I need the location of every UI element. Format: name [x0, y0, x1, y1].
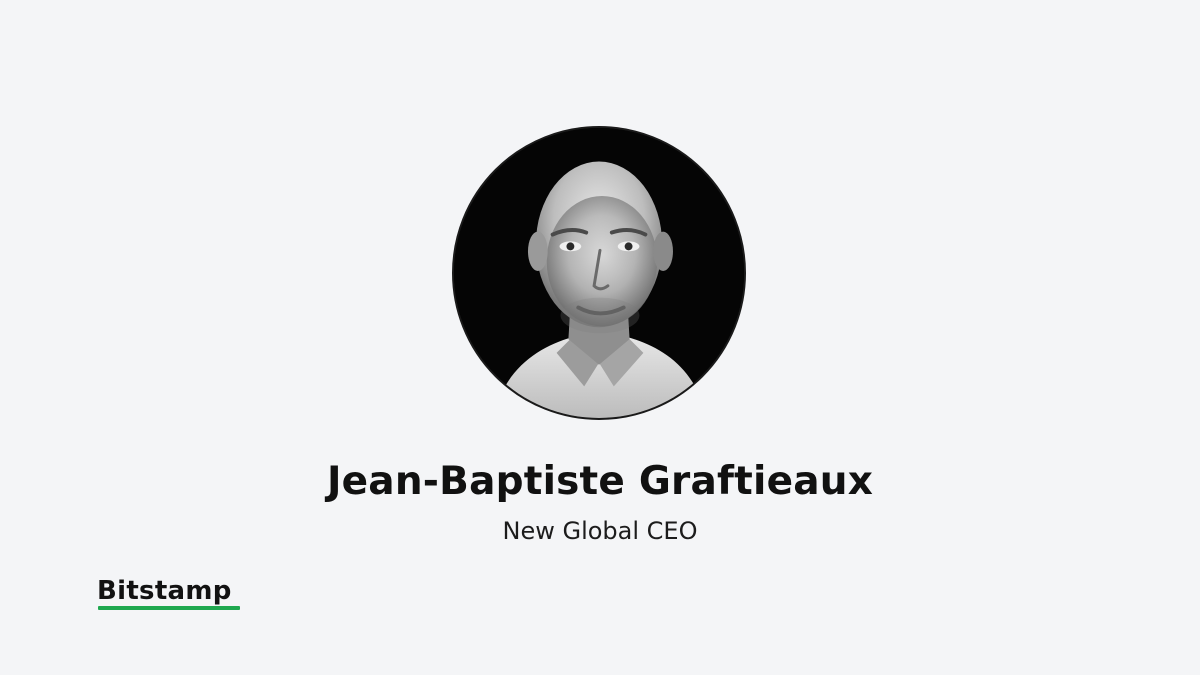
- ceo-portrait: [452, 126, 746, 420]
- person-name: Jean-Baptiste Graftieaux: [326, 459, 874, 504]
- bitstamp-logo: Bitstamp: [97, 574, 240, 614]
- logo-text: Bitstamp: [97, 576, 232, 606]
- person-role: New Global CEO: [502, 517, 698, 545]
- logo-underline: [98, 606, 240, 610]
- portrait-illustration: [454, 128, 744, 418]
